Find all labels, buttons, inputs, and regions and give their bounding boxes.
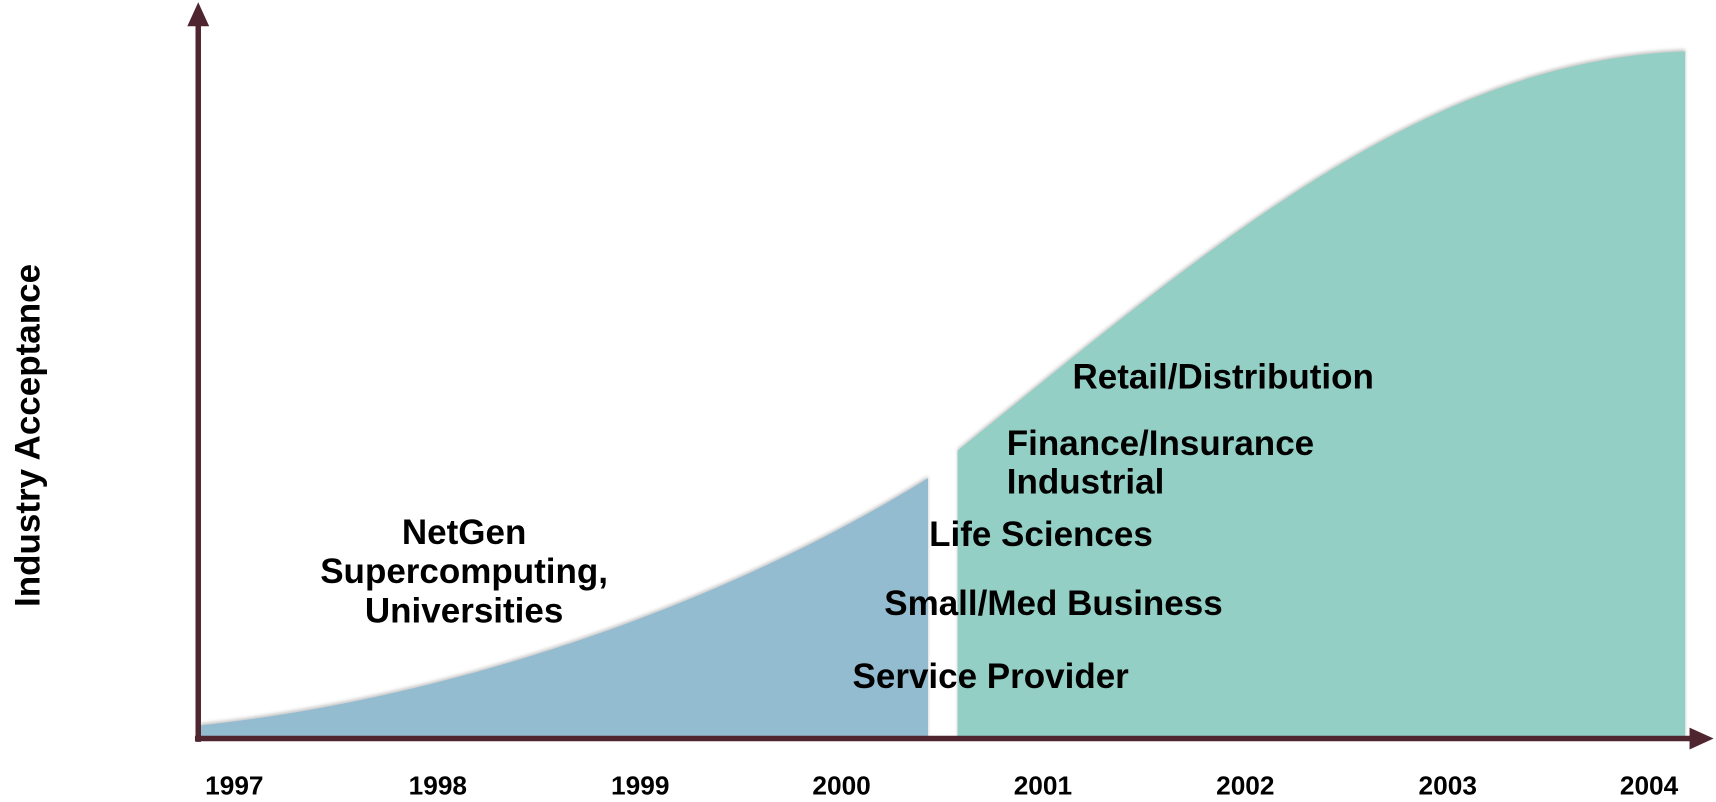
x-labels: 1997 1998 1999 2000 2001 2002 2003 2004 (205, 770, 1679, 800)
region-label: Finance/Insurance (1007, 424, 1314, 463)
region-label: Service Provider (853, 657, 1130, 696)
axes (187, 2, 1714, 750)
y-axis-label: Industry Acceptance (9, 264, 48, 607)
x-label: 2001 (1014, 770, 1072, 800)
early-adoption-area (200, 478, 929, 739)
x-axis-arrow (1689, 727, 1714, 750)
y-axis-arrow (187, 2, 210, 27)
x-label: 1997 (205, 770, 263, 800)
region-label: Universities (365, 592, 563, 631)
region-label: Retail/Distribution (1072, 357, 1373, 396)
x-label: 1999 (611, 770, 669, 800)
region-label: Supercomputing, (320, 552, 608, 591)
x-label: 2002 (1216, 770, 1274, 800)
areas (200, 49, 1686, 739)
x-label: 2003 (1419, 770, 1477, 800)
x-label: 2004 (1620, 770, 1679, 800)
region-label: Life Sciences (929, 515, 1153, 554)
x-label: 1998 (409, 770, 467, 800)
region-label: NetGen (402, 513, 526, 552)
x-label: 2000 (812, 770, 870, 800)
region-label: Industrial (1007, 462, 1165, 501)
region-label: Small/Med Business (884, 584, 1222, 623)
mainstream-area (957, 51, 1686, 739)
mainstream-labels: Retail/Distribution Finance/Insurance In… (853, 357, 1374, 696)
early-labels: NetGen Supercomputing, Universities (320, 513, 608, 631)
